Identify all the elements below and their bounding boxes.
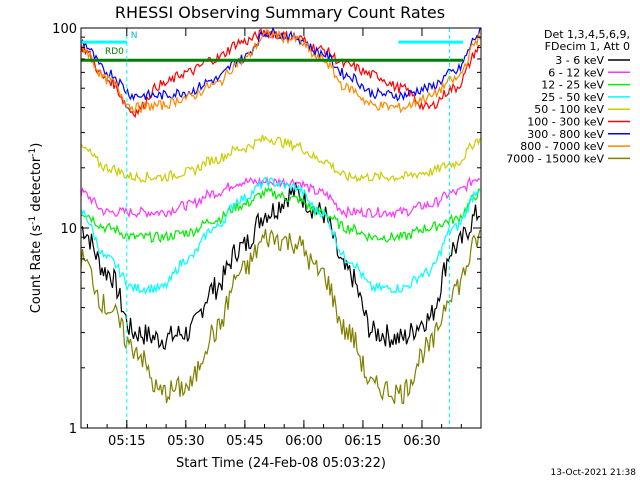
y-axis-label: Count Rate (s-1 detector-1) bbox=[28, 143, 44, 314]
series-line bbox=[80, 26, 481, 102]
legend-label: 100 - 300 keV bbox=[527, 116, 604, 129]
series-line bbox=[80, 228, 481, 405]
legend-label: 7000 - 15000 keV bbox=[506, 152, 604, 165]
annotation-rd0: RD0 bbox=[105, 47, 124, 57]
y-tick-label: 10 bbox=[60, 222, 77, 237]
legend-header: FDecim 1, Att 0 bbox=[545, 40, 630, 53]
x-axis: 05:15 05:30 05:45 06:00 06:15 06:30 bbox=[86, 28, 482, 449]
y-axis-label-end: ) bbox=[29, 143, 44, 148]
y-tick-label: 100 bbox=[52, 22, 77, 37]
legend-label: 50 - 100 keV bbox=[534, 103, 604, 116]
series-line bbox=[80, 176, 481, 295]
series-line bbox=[80, 182, 481, 351]
x-tick-label: 05:45 bbox=[226, 434, 263, 449]
legend-label: 6 - 12 keV bbox=[548, 66, 604, 79]
markers-layer: RD0 N bbox=[81, 28, 463, 428]
legend-label: 3 - 6 keV bbox=[555, 54, 604, 67]
chart-title: RHESSI Observing Summary Count Rates bbox=[115, 3, 445, 22]
x-axis-label: Start Time (24-Feb-08 05:03:22) bbox=[176, 456, 386, 471]
y-axis-label-main: Count Rate (s bbox=[29, 225, 44, 314]
x-tick-label: 06:00 bbox=[285, 434, 322, 449]
series-layer bbox=[80, 26, 481, 405]
series-line bbox=[80, 176, 481, 219]
series-line bbox=[80, 186, 480, 244]
x-tick-label: 05:15 bbox=[108, 434, 145, 449]
y-tick-label: 1 bbox=[69, 422, 77, 437]
legend-header: Det 1,3,4,5,6,9, bbox=[544, 28, 630, 41]
annotation-n: N bbox=[131, 31, 138, 41]
series-line bbox=[80, 134, 481, 184]
series-line bbox=[80, 28, 481, 114]
legend: Det 1,3,4,5,6,9,FDecim 1, Att 03 - 6 keV… bbox=[506, 28, 630, 165]
x-tick-label: 06:30 bbox=[403, 434, 440, 449]
legend-label: 12 - 25 keV bbox=[541, 79, 604, 92]
footer-timestamp: 13-Oct-2021 21:38 bbox=[551, 468, 637, 478]
legend-label: 800 - 7000 keV bbox=[520, 140, 604, 153]
x-tick-label: 06:15 bbox=[344, 434, 381, 449]
legend-label: 300 - 800 keV bbox=[527, 128, 604, 141]
y-axis-label-exp1: -1 bbox=[28, 216, 38, 225]
x-tick-label: 05:30 bbox=[167, 434, 204, 449]
y-axis-label-mid: detector bbox=[29, 156, 44, 216]
legend-label: 25 - 50 keV bbox=[541, 91, 604, 104]
y-axis-label-exp2: -1 bbox=[28, 148, 38, 157]
